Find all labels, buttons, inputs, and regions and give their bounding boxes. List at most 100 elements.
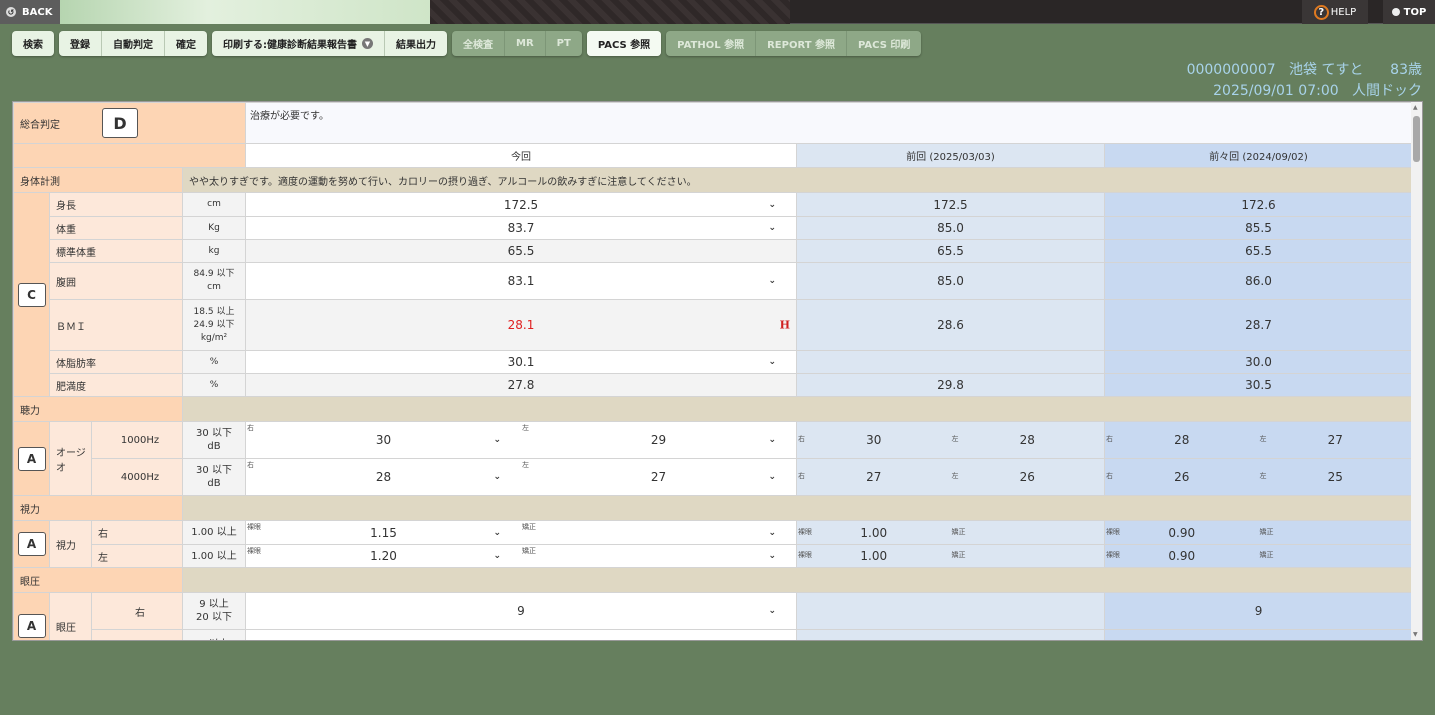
results-panel: 総合判定 D 治療が必要です。 今回 前回 (2025/03/03) 前々回 (2024/…	[12, 101, 1423, 641]
scrollbar-thumb[interactable]	[1413, 116, 1420, 162]
prev-value	[796, 592, 1105, 630]
header-spacer	[13, 143, 246, 168]
toolbar-group: 印刷する:健康診断結果報告書 ▼ 結果出力	[212, 31, 447, 56]
reference-range: 1.00 以上	[182, 544, 246, 568]
item-label: 1000Hz	[91, 421, 183, 459]
prev2-value: 裸眼 0.90 矯正	[1103, 544, 1414, 568]
chevron-down-icon[interactable]: ⌄	[768, 527, 776, 538]
chevron-down-icon[interactable]: ⌄	[768, 551, 776, 561]
grade-box[interactable]: A	[17, 446, 46, 471]
prev-value: 右 30 左 28	[796, 421, 1105, 459]
toolbar-button[interactable]: 自動判定	[102, 31, 165, 56]
reference-range: Kg	[182, 216, 246, 240]
current-value[interactable]: 右 30 ⌄ 左 29 ⌄	[245, 421, 797, 459]
chevron-down-icon[interactable]: ⌄	[768, 357, 776, 367]
chevron-down-icon[interactable]: ⌄	[768, 276, 776, 286]
section-title: 聴力	[13, 396, 183, 422]
chevron-down-icon[interactable]: ⌄	[768, 606, 776, 616]
current-value[interactable]: 右 28 ⌄ 左 27 ⌄	[245, 458, 797, 496]
section-title: 視力	[13, 495, 183, 521]
table-row: 腹囲 84.9 以下 cm 83.1 ⌄ 85.0 86.0	[14, 262, 1414, 300]
group-label: 視力	[49, 520, 92, 568]
top-bar: ↺ BACK ? HELP TOP	[0, 0, 1435, 24]
prev2-value: 85.5	[1103, 216, 1414, 240]
toolbar-button[interactable]: 確定	[176, 40, 196, 51]
chevron-down-icon[interactable]: ⌄	[493, 527, 501, 538]
chevron-down-icon[interactable]: ⌄	[493, 551, 501, 561]
toolbar-button[interactable]: MR	[505, 31, 546, 56]
prev-value	[796, 629, 1105, 640]
toolbar-group: 検索	[12, 31, 54, 56]
grade-box[interactable]: A	[17, 532, 46, 556]
table-row: 視力	[13, 495, 1414, 521]
table-row: A 視力右 1.00 以上 裸眼 1.15 ⌄ 矯正 ⌄ 裸眼 1.00 矯正 裸眼 0.90 矯正	[13, 520, 1414, 568]
overall-grade[interactable]: D	[102, 108, 138, 138]
table-row: 今回 前回 (2025/03/03) 前々回 (2024/09/02)	[13, 143, 1414, 168]
toolbar-button[interactable]: 印刷する:健康診断結果報告書 ▼	[212, 31, 385, 56]
chevron-down-icon[interactable]: ⌄	[493, 472, 501, 482]
exam-datetime: 2025/09/01 07:00	[1213, 83, 1339, 99]
reference-range: 9 以上 20 以下	[182, 592, 246, 630]
column-prev: 前回 (2025/03/03)	[796, 143, 1105, 168]
toolbar-group: 全検査 MR PT	[452, 31, 582, 56]
current-value[interactable]: 83.7 ⌄	[245, 216, 797, 240]
column-prev2: 前々回 (2024/09/02)	[1103, 143, 1414, 168]
reference-range: 30 以下 dB	[182, 421, 246, 459]
current-value: 27.8	[245, 373, 797, 397]
toolbar-button[interactable]: REPORT 参照	[756, 31, 848, 56]
prev2-value: 右 26 左 25	[1103, 458, 1414, 496]
grade-box[interactable]: C	[17, 282, 46, 307]
vertical-scrollbar[interactable]: ▲ ▼	[1411, 102, 1422, 640]
help-button[interactable]: ? HELP	[1302, 0, 1368, 24]
toolbar-button[interactable]: 結果出力	[396, 40, 436, 51]
current-value[interactable]: 83.1 ⌄	[245, 262, 797, 300]
toolbar-button[interactable]: PACS 印刷	[858, 40, 911, 51]
prev2-value: 65.5	[1103, 239, 1414, 263]
reference-range: 1.00 以上	[182, 520, 246, 545]
current-value: 28.1 H	[245, 299, 797, 351]
prev-value: 65.5	[796, 239, 1105, 263]
current-value[interactable]: 9 ⌄	[245, 592, 797, 630]
chevron-down-icon[interactable]: ▼	[362, 38, 373, 49]
banner-image	[60, 0, 430, 24]
table-row: 聴力	[13, 396, 1414, 422]
prev2-value: 30.5	[1103, 373, 1414, 397]
table-row: A オージオ 1000Hz 30 以下 dB 右 30 ⌄ 左 29 ⌄ 右 30 左 28 右 28 左 27	[13, 421, 1414, 496]
item-label: 標準体重	[49, 239, 183, 263]
reference-range: %	[182, 373, 246, 397]
toolbar-button[interactable]: 登録	[59, 31, 102, 56]
group-label: オージオ	[49, 421, 92, 496]
grade-box[interactable]: A	[17, 614, 46, 638]
top-button[interactable]: TOP	[1383, 0, 1435, 24]
scroll-up-icon[interactable]: ▲	[1413, 104, 1418, 111]
chevron-down-icon[interactable]: ⌄	[493, 435, 501, 445]
prev2-value: 右 28 左 27	[1103, 421, 1414, 459]
back-button[interactable]: ↺ BACK	[0, 0, 60, 24]
chevron-down-icon[interactable]: ⌄	[768, 199, 776, 210]
scroll-down-icon[interactable]: ▼	[1413, 631, 1418, 638]
current-value[interactable]: 裸眼 1.15 ⌄ 矯正 ⌄	[245, 520, 797, 545]
table-row: 総合判定 D 治療が必要です。	[13, 102, 1414, 144]
section-comment	[181, 396, 1414, 422]
patient-name: 池袋 てすと	[1289, 62, 1364, 78]
prev-value: 85.0	[796, 216, 1105, 240]
prev-value: 右 27 左 26	[796, 458, 1105, 496]
table-row: 4000Hz 30 以下 dB 右 28 ⌄ 左 27 ⌄ 右 27 左 26 右 26 左 25	[14, 458, 1414, 496]
chevron-down-icon[interactable]: ⌄	[768, 223, 776, 233]
toolbar-button[interactable]: 全検査	[452, 31, 505, 56]
toolbar-button[interactable]: PATHOL 参照	[666, 31, 757, 56]
toolbar-button[interactable]: PT	[556, 38, 571, 49]
toolbar-button[interactable]: PACS 参照	[586, 31, 662, 56]
current-value[interactable]: 172.5 ⌄	[245, 192, 797, 217]
chevron-down-icon[interactable]: ⌄	[768, 472, 776, 482]
table-row: 身体計測 やや太りすぎです。適度の運動を努めて行い、カロリーの摂り過ぎ、アルコール…	[13, 167, 1414, 193]
column-current: 今回	[245, 143, 797, 168]
chevron-down-icon[interactable]: ⌄	[768, 435, 776, 445]
reference-range: cm	[182, 192, 246, 217]
current-value[interactable]	[245, 629, 797, 640]
toolbar-button[interactable]: 検索	[23, 40, 43, 51]
current-value[interactable]: 30.1 ⌄	[245, 350, 797, 374]
patient-id: 0000000007	[1186, 62, 1276, 78]
current-value[interactable]: 裸眼 1.20 ⌄ 矯正 ⌄	[245, 544, 797, 568]
toolbar-group: 登録 自動判定 確定	[59, 31, 207, 56]
